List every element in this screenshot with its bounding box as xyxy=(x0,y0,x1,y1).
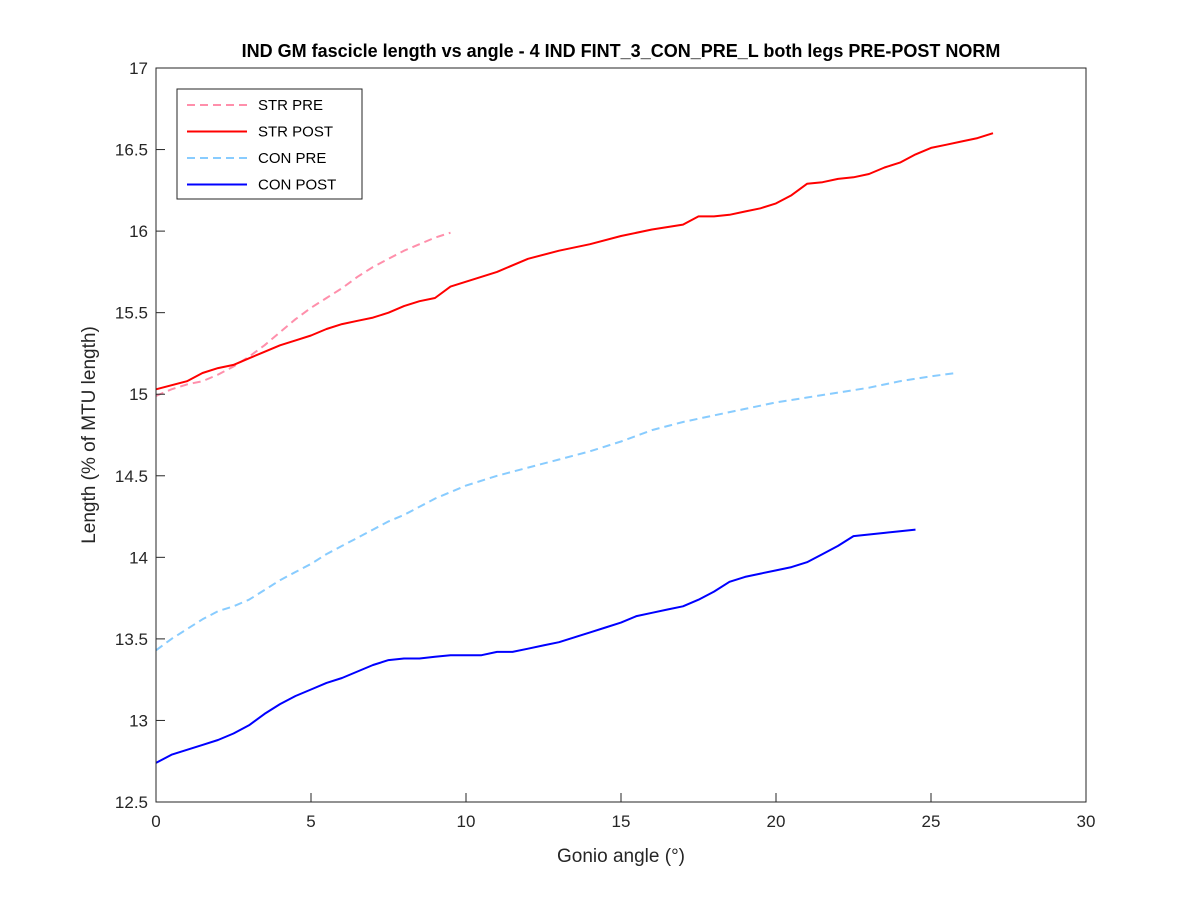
y-tick-label: 14.5 xyxy=(115,467,148,486)
y-tick-label: 12.5 xyxy=(115,793,148,812)
x-tick-label: 0 xyxy=(151,812,160,831)
legend-label-str-pre: STR PRE xyxy=(258,97,323,114)
legend-label-con-post: CON POST xyxy=(258,177,336,194)
y-tick-label: 13.5 xyxy=(115,630,148,649)
x-axis-ticks: 0 5 10 15 20 25 30 xyxy=(151,793,1095,831)
x-axis-label: Gonio angle (°) xyxy=(557,846,685,867)
y-axis-label: Length (% of MTU length) xyxy=(79,326,100,544)
x-tick-label: 15 xyxy=(612,812,631,831)
series-layer xyxy=(155,132,994,764)
x-tick-label: 30 xyxy=(1077,812,1096,831)
x-tick-label: 20 xyxy=(767,812,786,831)
y-axis-ticks: 12.5 13 13.5 14 14.5 15 15.5 16 16.5 17 xyxy=(115,59,165,812)
legend: STR PRE STR POST CON PRE CON POST xyxy=(176,88,363,200)
series-line-str-post xyxy=(155,132,994,391)
legend-box xyxy=(176,88,363,200)
legend-label-str-post: STR POST xyxy=(258,124,333,141)
x-tick-label: 5 xyxy=(306,812,315,831)
y-tick-label: 14 xyxy=(129,548,148,567)
y-tick-label: 13 xyxy=(129,711,148,730)
y-tick-label: 15 xyxy=(129,385,148,404)
x-tick-label: 10 xyxy=(457,812,476,831)
chart-title: IND GM fascicle length vs angle - 4 IND … xyxy=(242,41,1001,61)
y-tick-label: 15.5 xyxy=(115,304,148,323)
x-tick-label: 25 xyxy=(922,812,941,831)
y-tick-label: 17 xyxy=(129,59,148,78)
y-tick-label: 16 xyxy=(129,222,148,241)
series-line-con-post xyxy=(155,528,916,764)
legend-label-con-pre: CON PRE xyxy=(258,150,326,167)
y-tick-label: 16.5 xyxy=(115,141,148,160)
series-line-con-pre xyxy=(155,372,956,652)
series-line-str-pre xyxy=(155,231,451,397)
